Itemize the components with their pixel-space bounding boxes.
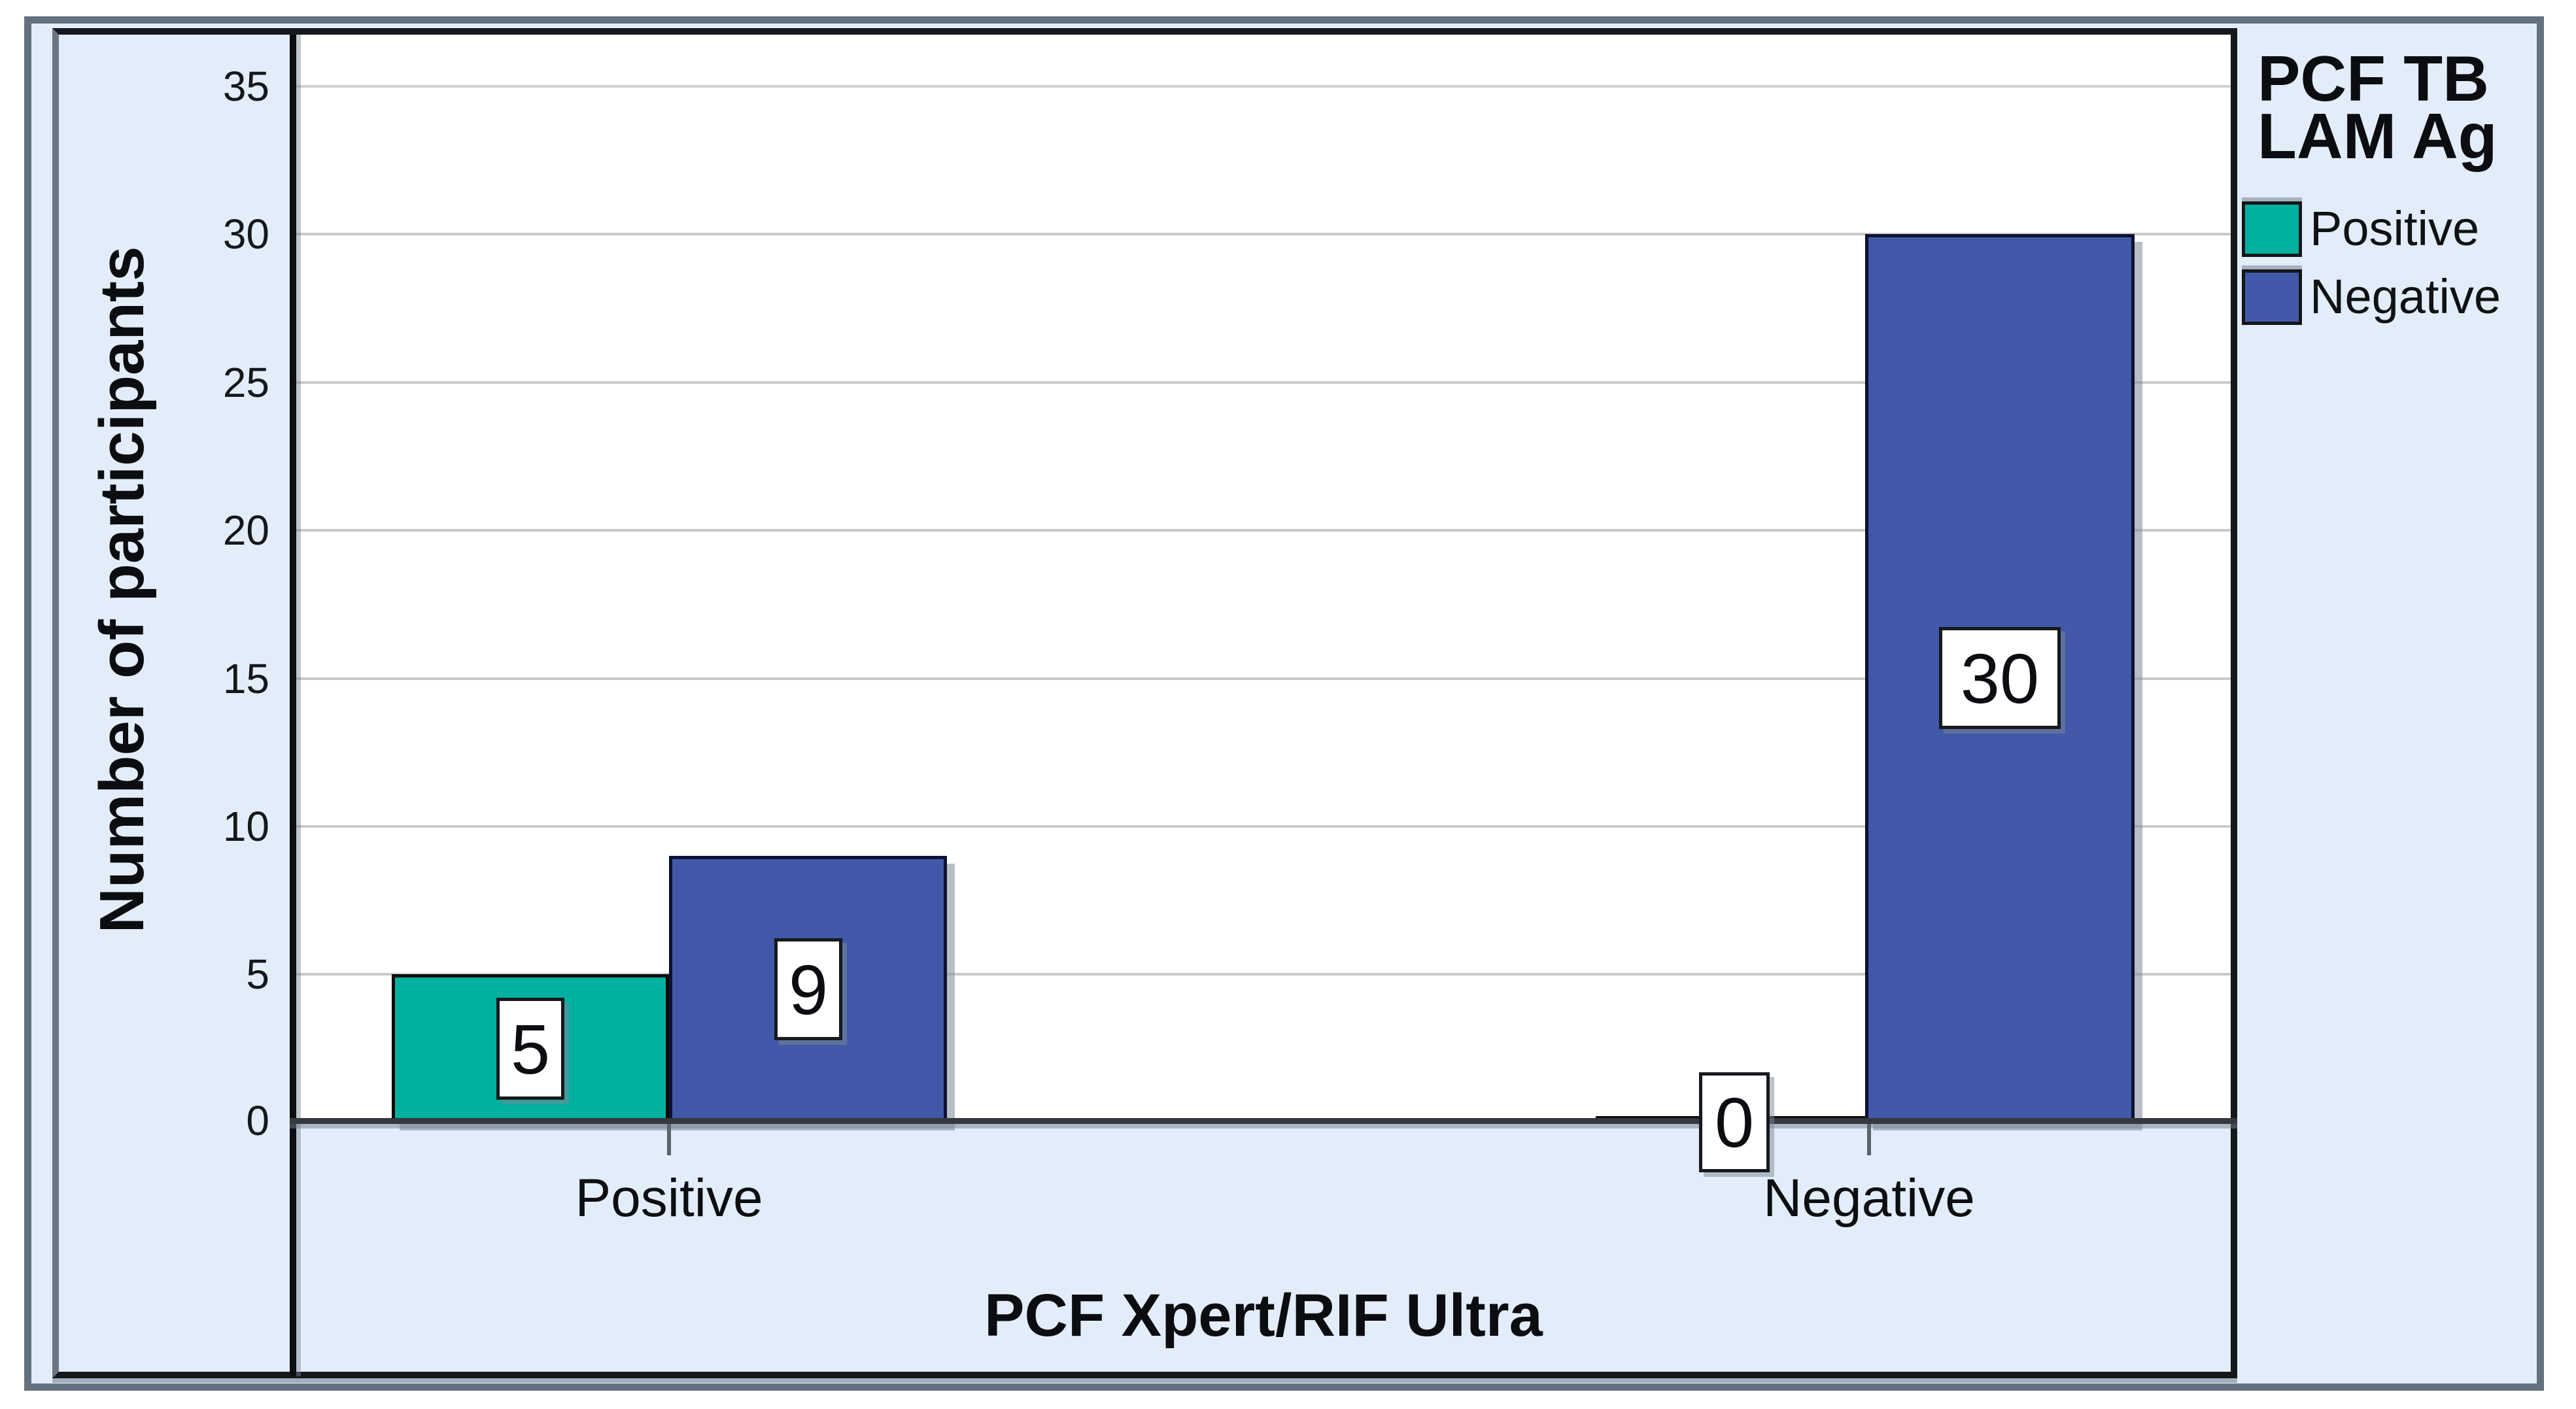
- legend-swatch-positive: [2242, 201, 2302, 257]
- y-tick-30: 30: [222, 211, 269, 258]
- x-category-positive: Positive: [575, 1168, 763, 1228]
- x-category-negative: Negative: [1763, 1168, 1975, 1228]
- y-axis-line: [290, 35, 296, 1376]
- bar-value-label-9: 9: [774, 938, 842, 1040]
- x-tick-negative: [1867, 1124, 1871, 1155]
- value-text: 30: [1960, 638, 2040, 718]
- value-text: 9: [788, 949, 829, 1029]
- bar-value-label-30: 30: [1939, 627, 2061, 729]
- gridline-25: [296, 381, 2231, 384]
- y-tick-35: 35: [222, 63, 269, 110]
- y-tick-10: 10: [222, 803, 269, 850]
- legend-swatch-negative: [2242, 269, 2302, 325]
- gridline-35: [296, 85, 2231, 88]
- legend-label-negative: Negative: [2310, 269, 2501, 324]
- gridline-10: [296, 825, 2231, 828]
- y-tick-15: 15: [222, 655, 269, 702]
- x-axis-title: PCF Xpert/RIF Ultra: [984, 1282, 1543, 1349]
- y-tick-5: 5: [246, 951, 269, 998]
- legend-label-positive: Positive: [2310, 201, 2480, 256]
- legend-title-line1: PCF TB: [2258, 42, 2489, 114]
- x-axis-line: [290, 1118, 2237, 1124]
- y-tick-0: 0: [246, 1097, 269, 1144]
- y-tick-20: 20: [222, 507, 269, 554]
- x-tick-positive: [667, 1124, 671, 1155]
- value-text: 5: [510, 1009, 551, 1089]
- gridline-5: [296, 973, 2231, 976]
- legend-title-line2: LAM Ag: [2258, 100, 2498, 172]
- legend-title: PCF TB LAM Ag: [2258, 42, 2498, 172]
- bar-value-label-0: 0: [1699, 1072, 1770, 1172]
- y-tick-25: 25: [222, 359, 269, 406]
- bar-value-label-5: 5: [496, 998, 564, 1100]
- gridline-30: [296, 233, 2231, 235]
- value-text: 0: [1714, 1083, 1755, 1162]
- gridline-15: [296, 677, 2231, 680]
- gridline-20: [296, 529, 2231, 532]
- y-axis-title: Number of participants: [87, 246, 157, 934]
